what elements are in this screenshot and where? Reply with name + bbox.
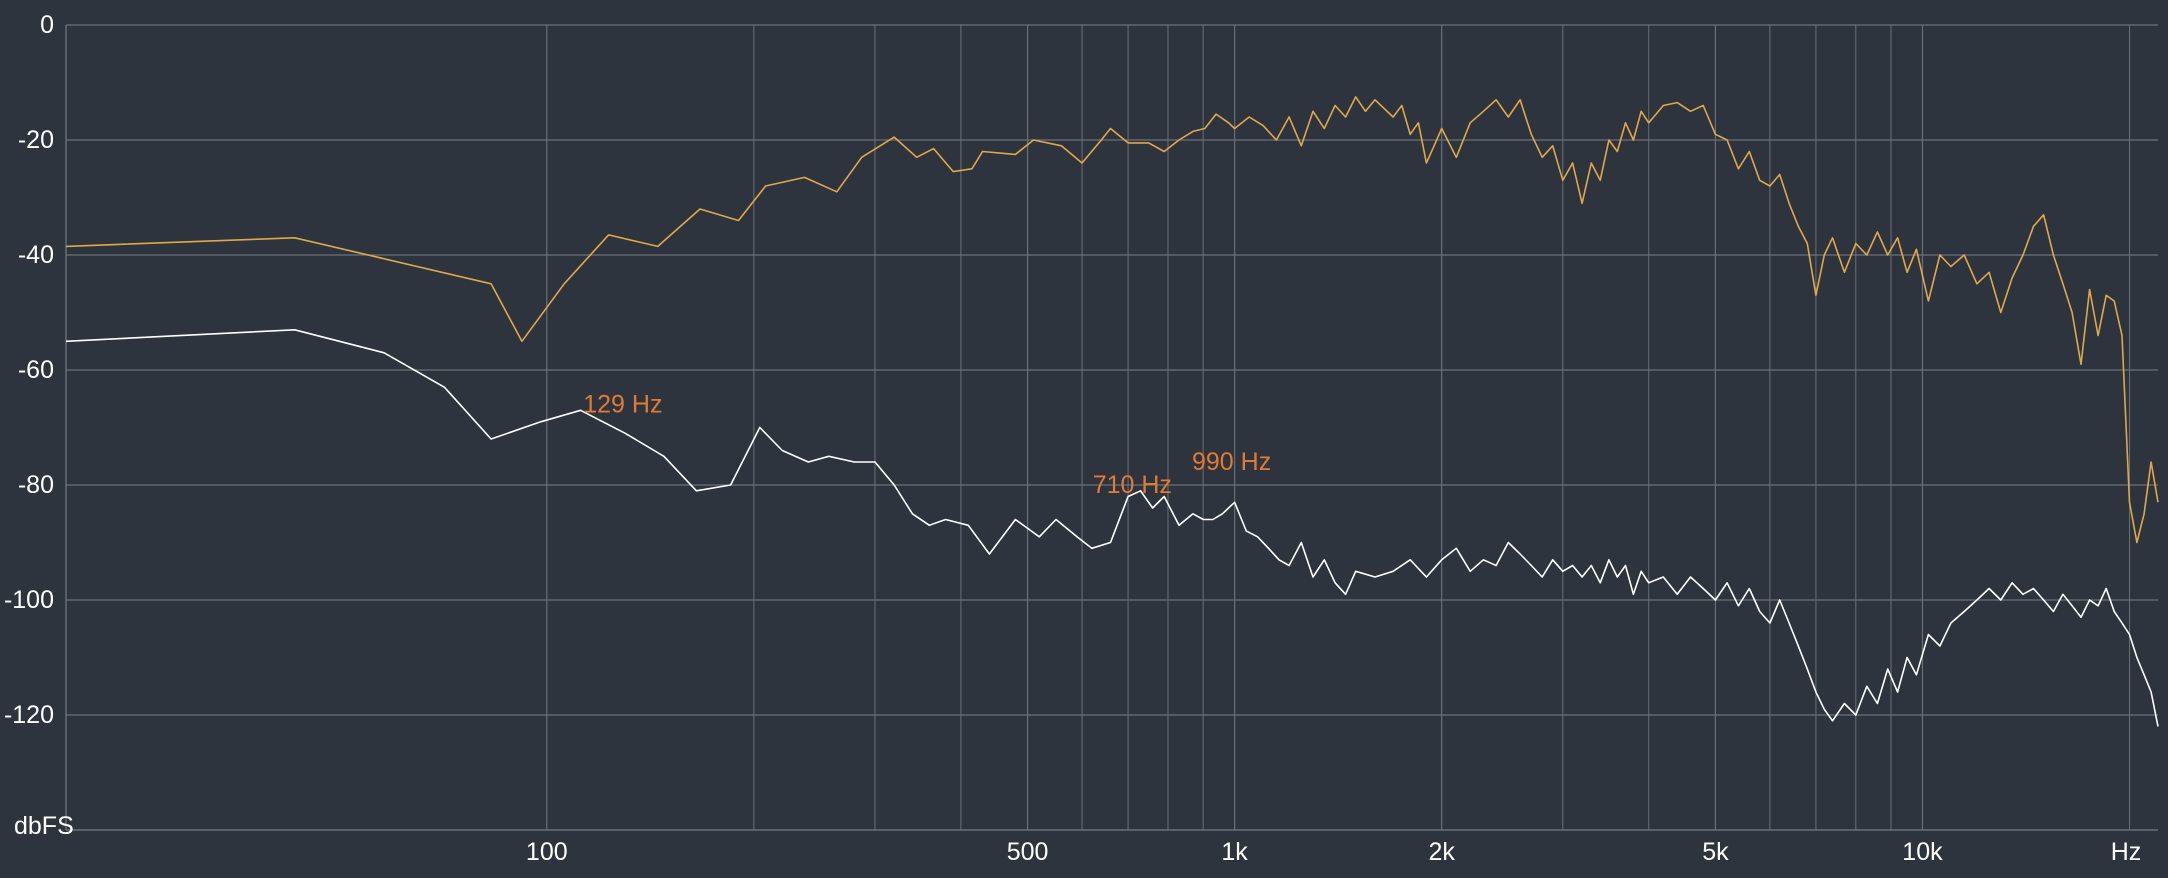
x-tick-label: 5k	[1702, 838, 1729, 866]
series-group	[65, 96, 2159, 727]
x-unit-label: Hz	[2111, 838, 2142, 866]
peak-annotation: 710 Hz	[1093, 471, 1172, 499]
y-unit-label: dbFS	[14, 812, 74, 840]
x-tick-label: 500	[1007, 838, 1049, 866]
y-tick-label: -20	[18, 126, 54, 154]
series-line-1	[65, 96, 2159, 544]
x-tick-label: 1k	[1221, 838, 1248, 866]
y-tick-label: -40	[18, 241, 54, 269]
y-tick-label: -100	[4, 586, 54, 614]
x-tick-label: 2k	[1428, 838, 1455, 866]
y-tick-label: 0	[40, 11, 54, 39]
axis-labels: 0 -20 -40 -60 -80 -100 -120 100 500 1k 2k 5k 10k dbFS…	[4, 11, 2141, 866]
peak-annotation: 990 Hz	[1192, 448, 1271, 476]
x-tick-label: 100	[526, 838, 568, 866]
annotation-group: 129 Hz 710 Hz 990 Hz	[583, 391, 1271, 500]
y-tick-label: -120	[4, 701, 54, 729]
series-line-2	[65, 328, 2159, 727]
x-tick-label: 10k	[1902, 838, 1943, 866]
peak-annotation: 129 Hz	[583, 391, 662, 419]
y-tick-label: -60	[18, 356, 54, 384]
y-tick-label: -80	[18, 471, 54, 499]
